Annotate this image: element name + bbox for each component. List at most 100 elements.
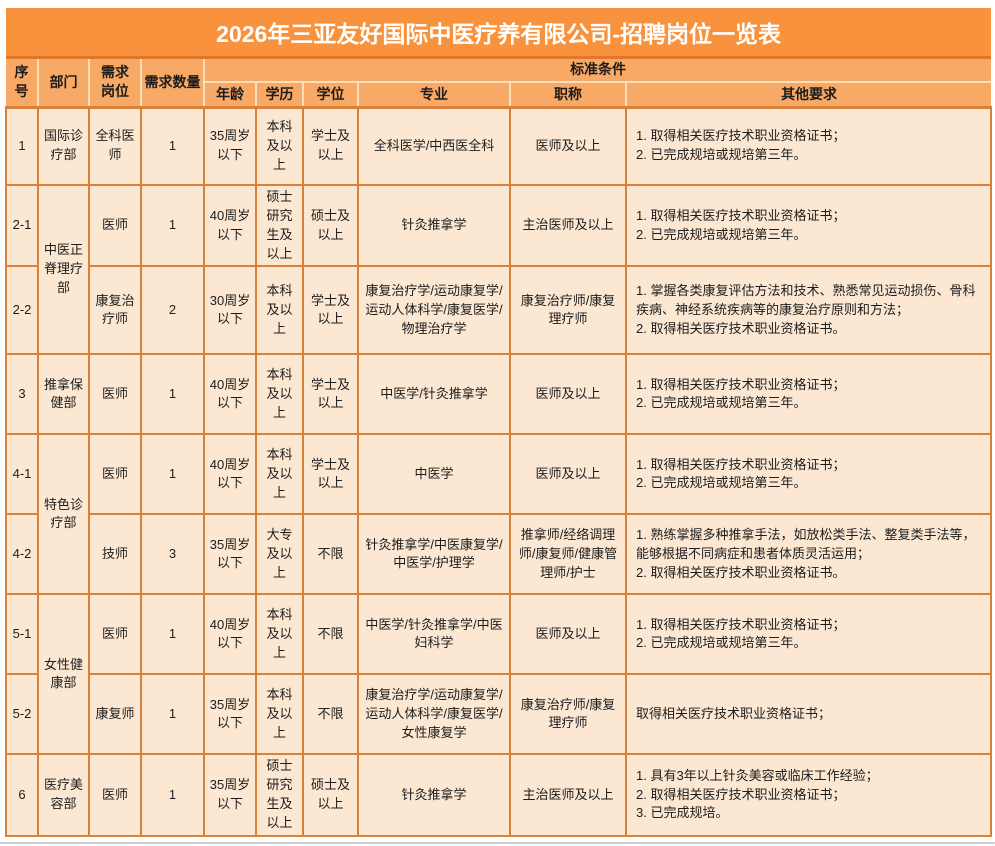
cell-no: 1 <box>5 105 39 186</box>
cell-degree: 不限 <box>302 593 359 676</box>
table-row: 6 医疗美容部 医师 1 35周岁以下 硕士研究生及以上 硕士及以上 针灸推拿学… <box>5 753 993 837</box>
cell-no: 6 <box>5 753 39 837</box>
cell-education: 大专及以上 <box>255 513 304 596</box>
header-row-2: 年龄 学历 学位 专业 职称 其他要求 <box>6 81 992 108</box>
cell-education: 本科及以上 <box>255 105 304 186</box>
cell-age: 35周岁以下 <box>203 673 257 756</box>
cell-quantity: 1 <box>140 593 205 676</box>
cell-department: 特色诊疗部 <box>37 433 90 596</box>
cell-education: 本科及以上 <box>255 353 304 436</box>
table-row: 5-1 女性健康部 医师 1 40周岁以下 本科及以上 不限 中医学/针灸推拿学… <box>5 593 993 756</box>
col-header-position: 需求 岗位 <box>88 56 142 108</box>
cell-education: 本科及以上 <box>255 433 304 516</box>
cell-degree: 学士及以上 <box>302 265 359 356</box>
table-row: 4-2 技师 3 35周岁以下 大专及以上 不限 针灸推拿学/中医康复学/中医学… <box>5 513 993 596</box>
cell-degree: 不限 <box>302 673 359 756</box>
col-header-department: 部门 <box>37 56 90 108</box>
cell-age: 35周岁以下 <box>203 753 257 837</box>
cell-job-title: 医师及以上 <box>509 353 627 436</box>
col-header-age: 年龄 <box>204 81 257 108</box>
cell-age: 35周岁以下 <box>203 513 257 596</box>
table-row: 1 国际诊疗部 全科医师 1 35周岁以下 本科及以上 学士及以上 全科医学/中… <box>5 105 993 186</box>
cell-quantity: 1 <box>140 753 205 837</box>
cell-position: 医师 <box>88 753 142 837</box>
cell-other-requirements: 1. 具有3年以上针灸美容或临床工作经验； 2. 取得相关医疗技术职业资格证书；… <box>624 753 993 837</box>
table-row: 3 推拿保健部 医师 1 40周岁以下 本科及以上 学士及以上 中医学/针灸推拿… <box>5 353 993 436</box>
header-row-1: 序号 部门 需求 岗位 需求数量 标准条件 <box>6 56 992 108</box>
cell-no: 5-2 <box>5 673 39 756</box>
cell-no: 4-2 <box>5 513 39 596</box>
cell-job-title: 主治医师及以上 <box>509 183 627 268</box>
cell-age: 40周岁以下 <box>203 593 257 676</box>
cell-education: 本科及以上 <box>255 265 304 356</box>
cell-major: 康复治疗学/运动康复学/运动人体科学/康复医学/物理治疗学 <box>357 265 511 356</box>
cell-other-requirements: 1. 掌握各类康复评估方法和技术、熟悉常见运动损伤、骨科疾病、神经系统疾病等的康… <box>624 265 993 356</box>
page-title: 2026年三亚友好国际中医疗养有限公司-招聘岗位一览表 <box>6 8 992 59</box>
cell-other-requirements: 取得相关医疗技术职业资格证书； <box>624 673 993 756</box>
cell-quantity: 2 <box>140 265 205 356</box>
cell-other-requirements: 1. 熟练掌握多种推拿手法，如放松类手法、整复类手法等，能够根据不同病症和患者体… <box>624 513 993 596</box>
col-header-standard-conditions: 标准条件 <box>202 56 992 83</box>
col-header-no: 序号 <box>6 56 39 108</box>
cell-no: 3 <box>5 353 39 436</box>
cell-position: 医师 <box>88 433 142 516</box>
cell-quantity: 1 <box>140 673 205 756</box>
cell-position: 技师 <box>88 513 142 596</box>
cell-department: 推拿保健部 <box>37 353 90 436</box>
cell-quantity: 1 <box>140 183 205 268</box>
cell-major: 全科医学/中西医全科 <box>357 105 511 186</box>
cell-other-requirements: 1. 取得相关医疗技术职业资格证书； 2. 已完成规培或规培第三年。 <box>624 105 993 186</box>
window-bottom-edge <box>0 842 995 844</box>
cell-degree: 学士及以上 <box>302 433 359 516</box>
cell-job-title: 医师及以上 <box>509 433 627 516</box>
cell-education: 本科及以上 <box>255 673 304 756</box>
cell-quantity: 1 <box>140 105 205 186</box>
cell-position: 康复治疗师 <box>88 265 142 356</box>
cell-position: 医师 <box>88 593 142 676</box>
col-header-job-title: 职称 <box>509 81 627 108</box>
cell-education: 硕士研究生及以上 <box>255 183 304 268</box>
col-header-other: 其他要求 <box>624 81 992 108</box>
table-row: 2-1 中医正脊理疗部 医师 1 40周岁以下 硕士研究生及以上 硕士及以上 针… <box>5 183 993 356</box>
cell-age: 40周岁以下 <box>203 183 257 268</box>
cell-department: 国际诊疗部 <box>37 105 90 186</box>
cell-education: 硕士研究生及以上 <box>255 753 304 837</box>
cell-degree: 不限 <box>302 513 359 596</box>
table-row: 4-1 特色诊疗部 医师 1 40周岁以下 本科及以上 学士及以上 中医学 医师… <box>5 433 993 596</box>
cell-department: 医疗美容部 <box>37 753 90 837</box>
cell-position: 康复师 <box>88 673 142 756</box>
cell-major: 针灸推拿学/中医康复学/中医学/护理学 <box>357 513 511 596</box>
cell-degree: 学士及以上 <box>302 353 359 436</box>
cell-age: 40周岁以下 <box>203 433 257 516</box>
col-header-degree: 学位 <box>302 81 359 108</box>
col-header-quantity: 需求数量 <box>140 56 205 108</box>
cell-major: 针灸推拿学 <box>357 753 511 837</box>
cell-degree: 硕士及以上 <box>302 183 359 268</box>
cell-job-title: 主治医师及以上 <box>509 753 627 837</box>
cell-department: 女性健康部 <box>37 593 90 756</box>
cell-position: 全科医师 <box>88 105 142 186</box>
cell-major: 中医学/针灸推拿学 <box>357 353 511 436</box>
cell-major: 针灸推拿学 <box>357 183 511 268</box>
cell-job-title: 推拿师/经络调理师/康复师/健康管理师/护士 <box>509 513 627 596</box>
cell-department: 中医正脊理疗部 <box>37 183 90 356</box>
cell-education: 本科及以上 <box>255 593 304 676</box>
col-header-major: 专业 <box>357 81 511 108</box>
table-row: 2-2 康复治疗师 2 30周岁以下 本科及以上 学士及以上 康复治疗学/运动康… <box>5 265 993 356</box>
cell-major: 康复治疗学/运动康复学/运动人体科学/康复医学/女性康复学 <box>357 673 511 756</box>
cell-position: 医师 <box>88 353 142 436</box>
cell-degree: 硕士及以上 <box>302 753 359 837</box>
cell-age: 30周岁以下 <box>203 265 257 356</box>
cell-other-requirements: 1. 取得相关医疗技术职业资格证书； 2. 已完成规培或规培第三年。 <box>624 593 993 676</box>
cell-degree: 学士及以上 <box>302 105 359 186</box>
cell-age: 35周岁以下 <box>203 105 257 186</box>
cell-job-title: 康复治疗师/康复理疗师 <box>509 673 627 756</box>
table-row: 5-2 康复师 1 35周岁以下 本科及以上 不限 康复治疗学/运动康复学/运动… <box>5 673 993 756</box>
cell-major: 中医学/针灸推拿学/中医妇科学 <box>357 593 511 676</box>
cell-no: 2-2 <box>5 265 39 356</box>
recruitment-table: 2026年三亚友好国际中医疗养有限公司-招聘岗位一览表 序号 部门 需求 岗位 … <box>5 8 993 837</box>
cell-other-requirements: 1. 取得相关医疗技术职业资格证书； 2. 已完成规培或规培第三年。 <box>624 353 993 436</box>
cell-other-requirements: 1. 取得相关医疗技术职业资格证书； 2. 已完成规培或规培第三年。 <box>624 183 993 268</box>
cell-quantity: 1 <box>140 353 205 436</box>
